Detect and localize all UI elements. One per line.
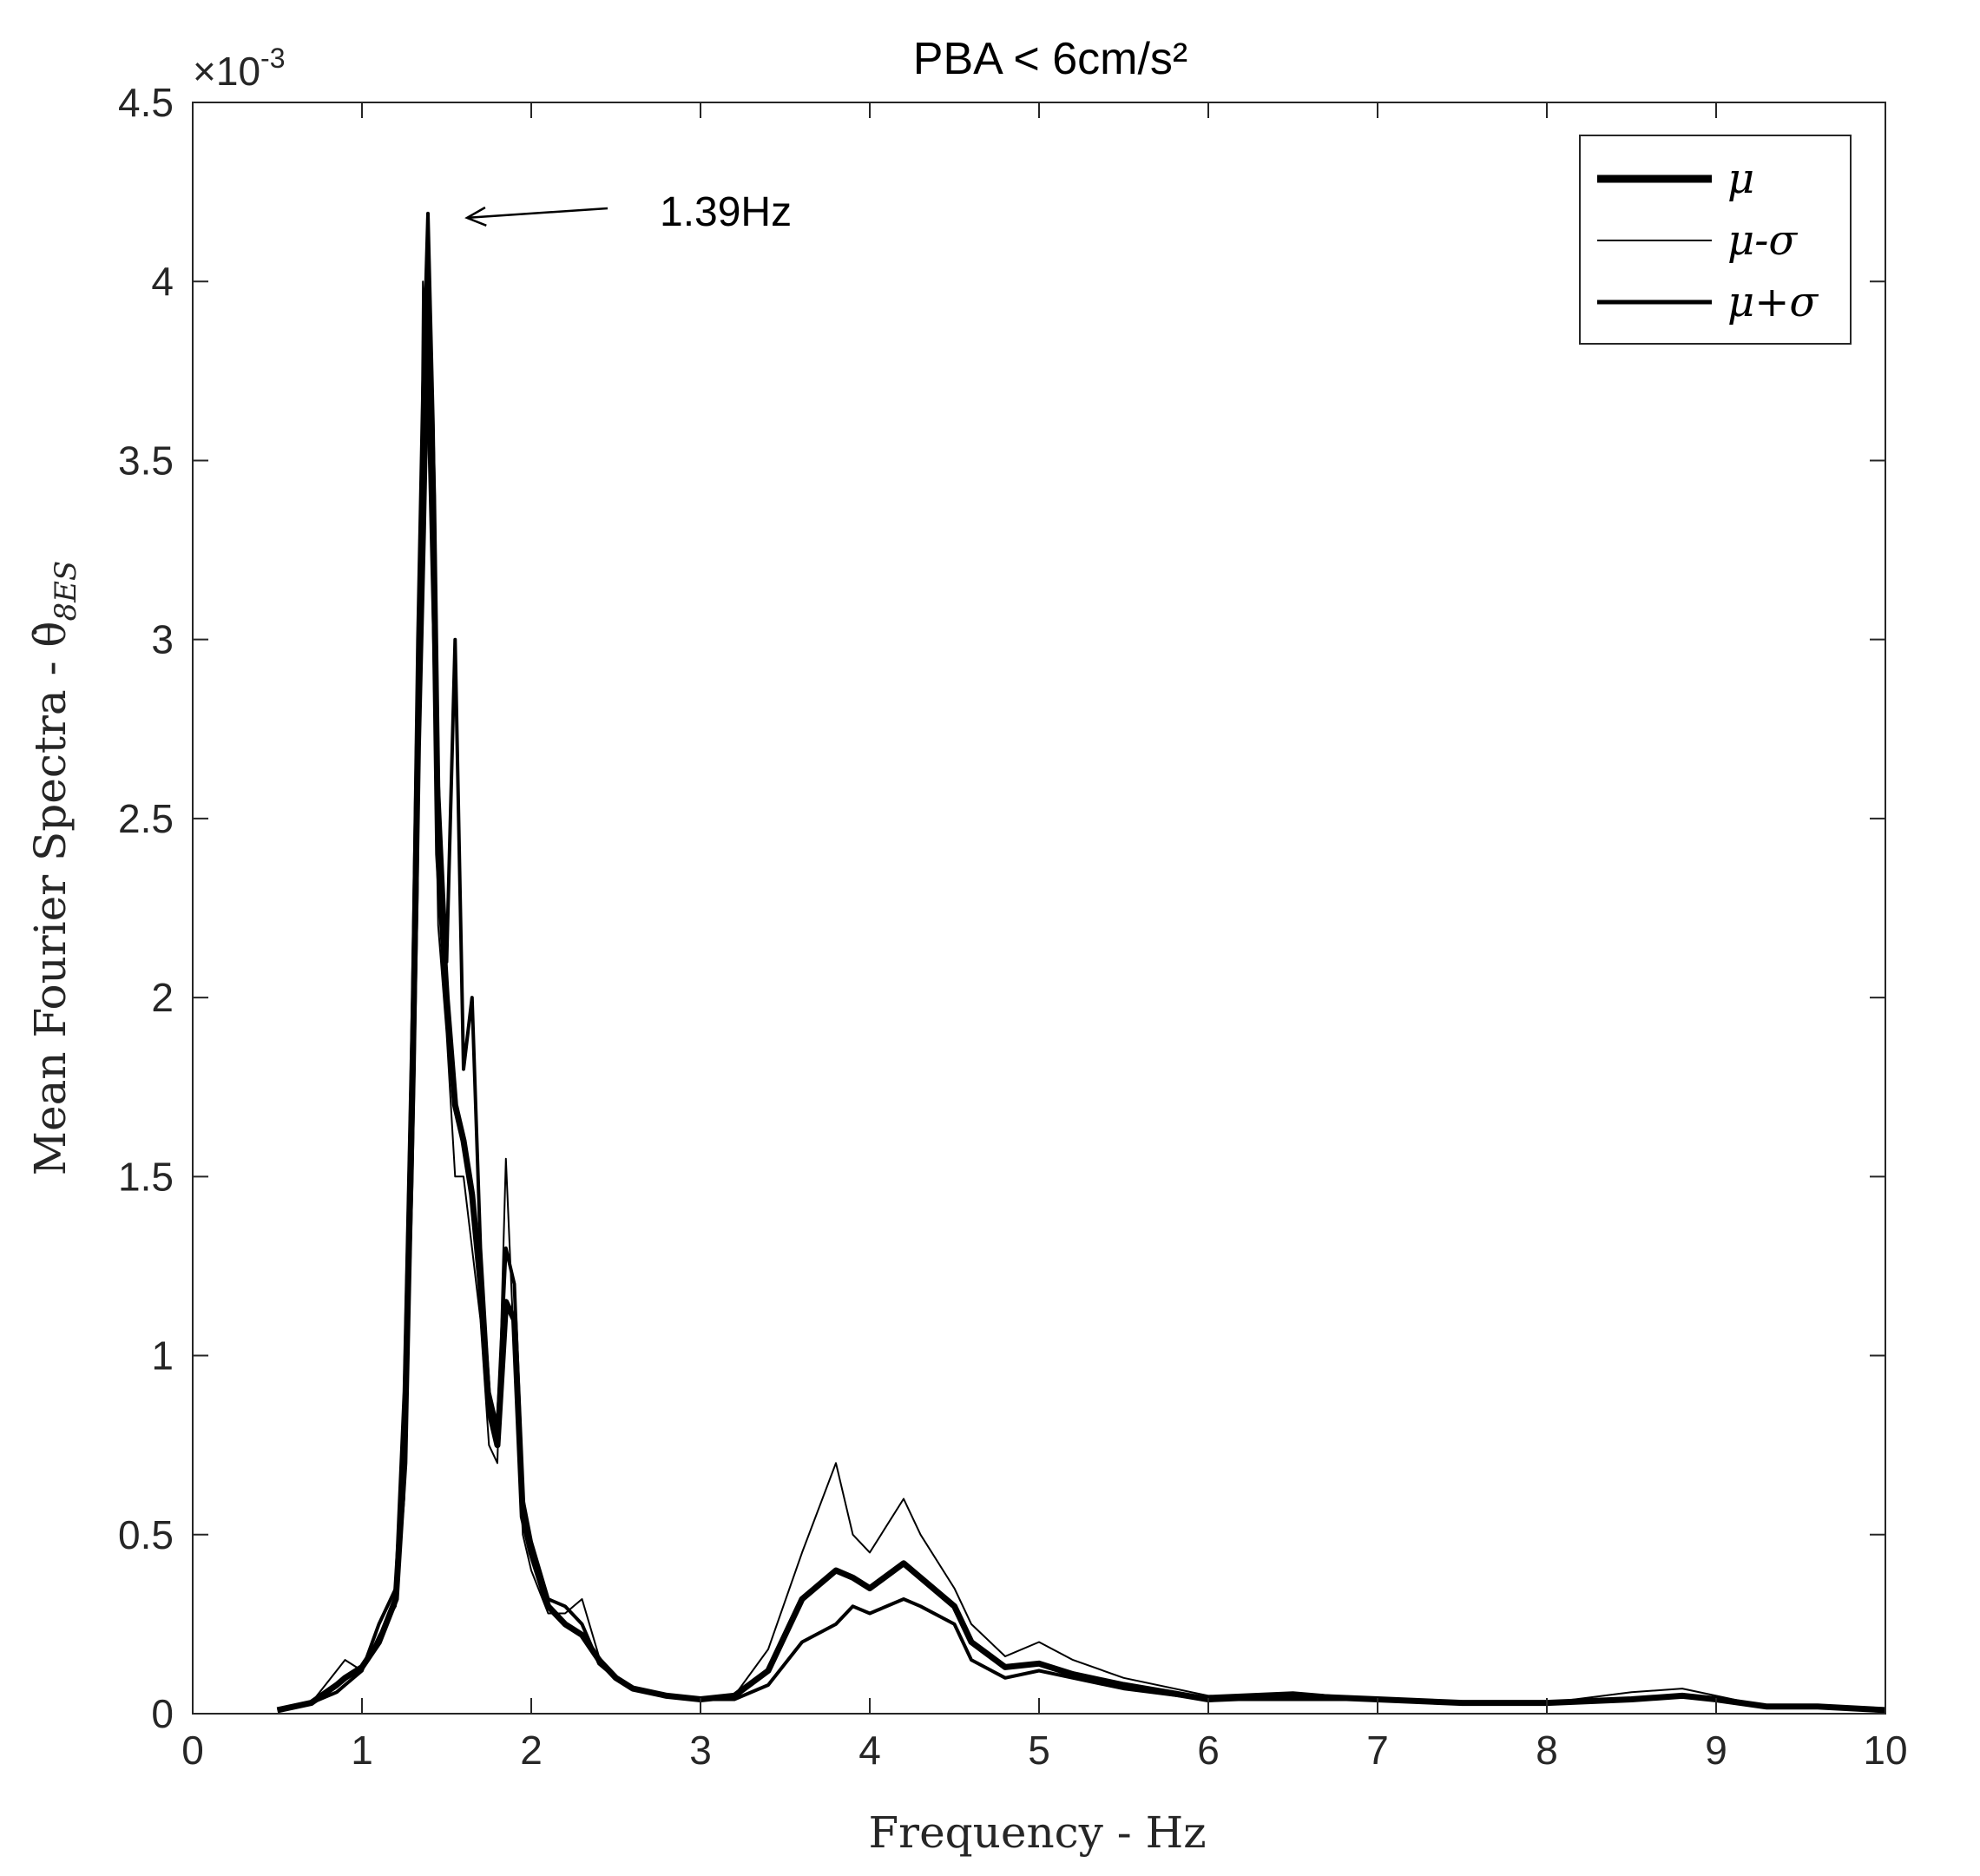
y-tick-labels: 0 0.5 1 1.5 2 2.5 3 3.5 4 4.5	[118, 80, 174, 1736]
y-tick-label: 4	[151, 259, 174, 304]
x-tick-label: 9	[1705, 1728, 1727, 1773]
annotation-arrow	[466, 207, 608, 220]
series-line-0	[276, 278, 1886, 1714]
y-tick-label: 0	[151, 1691, 174, 1736]
annotation-arrow-head	[464, 206, 487, 227]
y-tick-label: 3.5	[118, 438, 174, 483]
peak-annotation: 1.39Hz	[464, 189, 792, 235]
x-tick-label: 3	[689, 1728, 712, 1773]
legend-label-mu-minus-sigma: μ-σ	[1727, 216, 1798, 265]
y-tick-label: 2	[151, 975, 174, 1020]
y-tick-label: 1.5	[118, 1154, 174, 1199]
y-tick-label: 3	[151, 617, 174, 662]
x-tick-label: 0	[181, 1728, 204, 1773]
x-tick-label: 5	[1028, 1728, 1050, 1773]
x-tick-labels: 0 1 2 3 4 5 6 7 8 9 10	[181, 1728, 1907, 1773]
x-tick-label: 6	[1197, 1728, 1220, 1773]
x-axis-label: Frequency - Hz	[868, 1807, 1206, 1858]
annotation-label: 1.39Hz	[660, 189, 792, 235]
y-axis-label: Mean Fourier Spectra - θ̇8ES	[25, 561, 83, 1175]
x-tick-label: 4	[858, 1728, 881, 1773]
legend-label-mu-plus-sigma: μ+σ	[1727, 278, 1819, 326]
x-tick-label: 1	[351, 1728, 373, 1773]
x-tick-label: 2	[520, 1728, 543, 1773]
plot-lines	[276, 211, 1886, 1714]
y-tick-label: 0.5	[118, 1512, 174, 1557]
y-tick-label: 1	[151, 1333, 174, 1379]
legend: μ μ-σ μ+σ	[1579, 135, 1852, 345]
axis-ticks	[192, 102, 1886, 1715]
x-tick-label: 10	[1863, 1728, 1907, 1773]
y-tick-label: 4.5	[118, 80, 174, 125]
x-tick-label: 8	[1536, 1728, 1558, 1773]
chart-title: PBA < 6cm/s²	[913, 34, 1187, 84]
legend-label-mu: μ	[1727, 155, 1754, 203]
y-axis-multiplier: ×10-3	[193, 43, 285, 94]
y-tick-label: 2.5	[118, 796, 174, 841]
x-tick-label: 7	[1366, 1728, 1389, 1773]
